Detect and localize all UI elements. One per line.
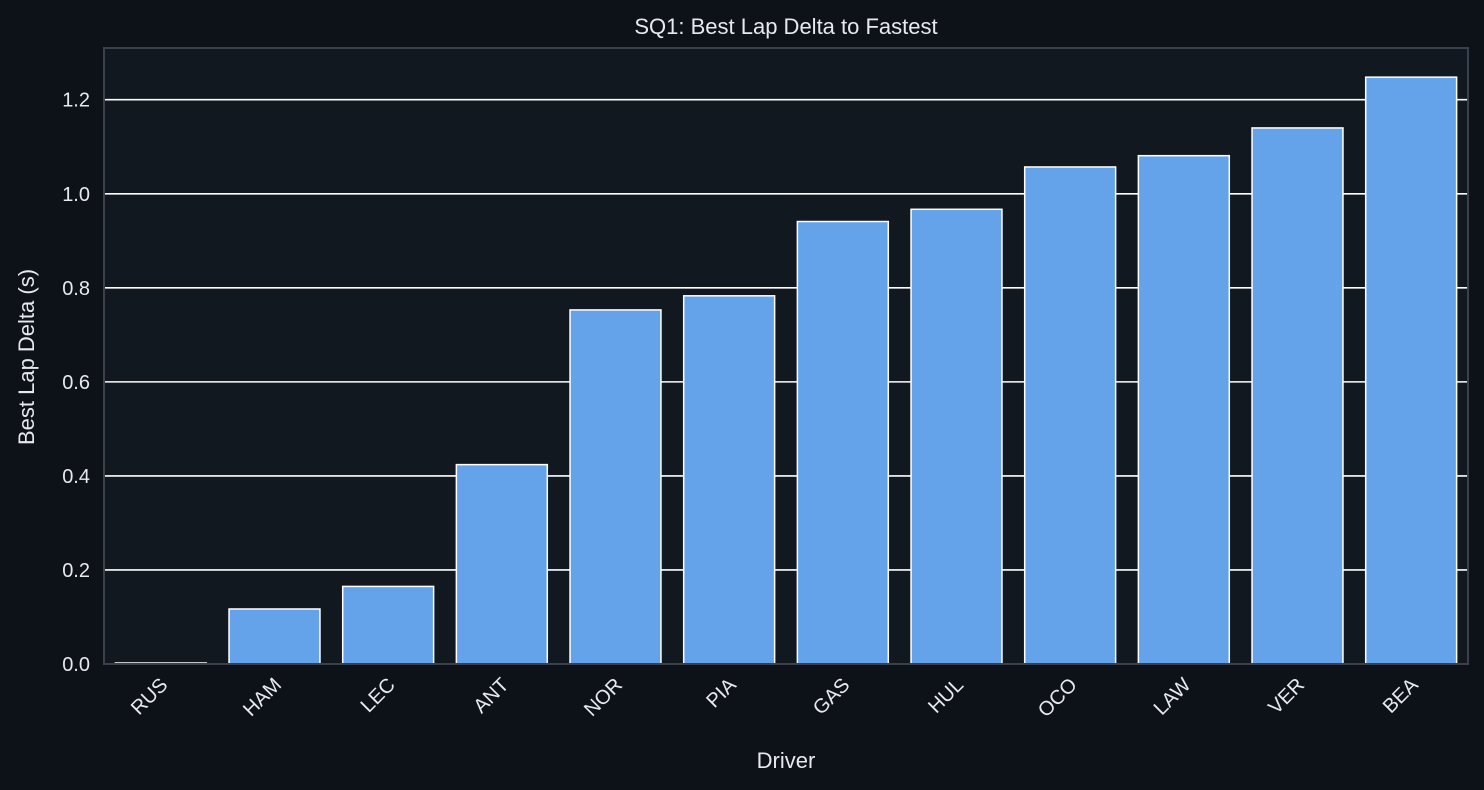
x-tick-label-rus: RUS	[127, 674, 172, 719]
x-tick-label-gas: GAS	[809, 674, 854, 719]
y-tick-label: 1.0	[62, 184, 90, 206]
plot-area	[104, 48, 1468, 664]
x-tick-label-pia: PIA	[702, 674, 741, 713]
x-tick-label-ver: VER	[1264, 674, 1309, 719]
plot-frame	[103, 47, 1469, 665]
y-axis-ticks: 0.0 0.2 0.4 0.6 0.8 1.0 1.2	[62, 90, 90, 676]
bars	[114, 76, 1458, 665]
x-axis-label: Driver	[757, 748, 816, 773]
x-tick-label-bea: BEA	[1379, 674, 1423, 718]
bar-nor	[569, 309, 662, 665]
x-tick-label-law: LAW	[1150, 674, 1196, 720]
chart-title: SQ1: Best Lap Delta to Fastest	[634, 14, 937, 39]
y-tick-label: 1.2	[62, 90, 90, 112]
bar-hul	[910, 208, 1003, 665]
bar-bea	[1364, 76, 1458, 665]
x-tick-label-ant: ANT	[470, 674, 514, 718]
y-tick-label: 0.8	[62, 278, 90, 300]
bar-law	[1137, 154, 1231, 665]
x-axis-ticks: RUS HAM LEC ANT NOR PIA GAS HUL OCO LAW VER BEA	[127, 674, 1423, 722]
x-tick-label-hul: HUL	[924, 674, 968, 718]
x-tick-label-oco: OCO	[1034, 674, 1082, 722]
bar-ant	[455, 463, 549, 665]
y-axis-label: Best Lap Delta (s)	[14, 269, 39, 445]
y-tick-label: 0.0	[62, 654, 90, 676]
bar-ham	[228, 608, 321, 665]
x-tick-label-lec: LEC	[357, 674, 400, 717]
bar-ver	[1251, 127, 1344, 665]
bar-gas	[796, 220, 890, 665]
bar-pia	[682, 295, 776, 665]
y-tick-label: 0.4	[62, 466, 90, 488]
bar-lec	[341, 585, 435, 665]
y-tick-label: 0.2	[62, 560, 90, 582]
x-tick-label-ham: HAM	[239, 674, 286, 721]
y-tick-label: 0.6	[62, 372, 90, 394]
x-tick-label-nor: NOR	[580, 674, 627, 721]
bar-oco	[1023, 166, 1117, 665]
